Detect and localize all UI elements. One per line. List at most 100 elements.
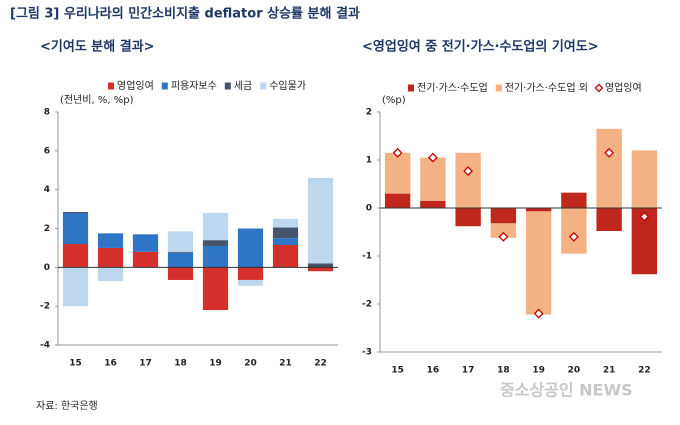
y-axis-label: (전년비, %, %p) xyxy=(60,94,134,106)
legend-marker xyxy=(260,82,267,90)
marker xyxy=(568,231,579,242)
bar xyxy=(237,267,264,280)
legend-marker xyxy=(408,84,414,92)
bar xyxy=(596,128,622,208)
y-tick-label: 1 xyxy=(366,156,372,166)
marker xyxy=(533,308,544,319)
bar xyxy=(97,233,124,248)
bar xyxy=(62,267,89,307)
x-tick-label: 19 xyxy=(532,366,545,376)
bar xyxy=(525,211,552,315)
y-tick-label: 0 xyxy=(366,204,372,214)
x-tick-label: 17 xyxy=(462,366,475,376)
bar xyxy=(307,178,334,264)
marker xyxy=(639,211,650,222)
marker xyxy=(392,147,403,158)
legend-marker xyxy=(224,82,231,90)
legend-label: 전기·가스·수도업 xyxy=(417,81,488,94)
bar xyxy=(202,212,229,241)
bar xyxy=(420,200,446,208)
y-tick-label: 2 xyxy=(44,224,50,234)
y-tick-label: 2 xyxy=(366,108,372,118)
bar xyxy=(167,251,194,253)
x-tick-label: 19 xyxy=(209,359,222,369)
bar xyxy=(167,252,194,268)
x-tick-label: 17 xyxy=(139,359,152,369)
marker xyxy=(463,166,474,176)
bar xyxy=(237,228,264,268)
x-tick-label: 16 xyxy=(427,366,440,376)
y-tick-label: -2 xyxy=(40,302,50,312)
y-tick-label: -4 xyxy=(40,341,50,351)
bar xyxy=(455,152,481,208)
source: 자료: 한국은행 xyxy=(36,400,98,412)
legend-label: 전기·가스·수도업 외 xyxy=(505,81,588,94)
legend-marker xyxy=(108,82,114,90)
bar xyxy=(272,227,299,239)
y-axis-label: (%p) xyxy=(382,95,406,106)
y-tick-label: -3 xyxy=(362,348,372,358)
x-tick-label: 22 xyxy=(314,359,327,369)
chart-title: [그림 3] 우리나라의 민간소비지출 deflator 상승률 분해 결과 xyxy=(10,6,360,22)
legend-label: 피용자보수 xyxy=(171,80,217,92)
bar xyxy=(384,152,411,194)
x-tick-label: 22 xyxy=(638,366,651,376)
x-tick-label: 15 xyxy=(391,366,404,376)
bar xyxy=(561,192,587,208)
bar xyxy=(202,245,229,268)
bar xyxy=(272,245,299,268)
x-tick-label: 21 xyxy=(603,366,616,376)
legend-marker xyxy=(495,84,502,92)
bar xyxy=(202,240,229,246)
y-tick-label: -2 xyxy=(362,300,372,310)
bar xyxy=(272,218,299,228)
y-tick-label: -1 xyxy=(362,252,372,262)
legend-label: 영업잉여 xyxy=(605,81,642,94)
bar xyxy=(490,223,517,238)
x-tick-label: 21 xyxy=(279,359,292,369)
bar xyxy=(420,157,446,201)
bar xyxy=(167,267,194,280)
bar xyxy=(97,267,124,281)
x-tick-label: 20 xyxy=(568,366,581,376)
legend-label: 세금 xyxy=(234,80,252,92)
legend-marker xyxy=(594,83,604,93)
legend-label: 수입물가 xyxy=(269,79,306,92)
bar xyxy=(525,208,552,212)
bar xyxy=(62,244,89,268)
y-tick-label: 0 xyxy=(44,263,50,273)
marker xyxy=(498,231,509,242)
bar xyxy=(202,267,229,311)
bar xyxy=(561,208,587,254)
y-tick-label: 6 xyxy=(44,146,50,156)
bar xyxy=(307,263,334,268)
bar xyxy=(455,208,481,227)
bar xyxy=(167,231,194,252)
bar xyxy=(272,238,299,246)
x-tick-label: 18 xyxy=(497,366,510,376)
bar xyxy=(97,247,124,268)
marker xyxy=(427,152,438,163)
x-tick-label: 16 xyxy=(104,359,117,369)
x-tick-label: 20 xyxy=(244,359,257,369)
subtitle: <영업잉여 중 전기·가스·수도업의 기여도> xyxy=(362,39,599,55)
bar xyxy=(62,212,89,245)
bar xyxy=(132,251,159,268)
bar xyxy=(490,208,517,224)
subtitle: <기여도 분해 결과> xyxy=(40,39,155,55)
bar xyxy=(132,234,159,252)
y-tick-label: 8 xyxy=(44,108,50,118)
y-tick-label: 4 xyxy=(44,185,50,195)
marker xyxy=(604,147,615,158)
bar xyxy=(596,208,622,232)
x-tick-label: 15 xyxy=(69,359,82,369)
watermark: 중소상공인 NEWS xyxy=(500,381,633,400)
bar xyxy=(237,279,264,286)
bar xyxy=(307,267,334,272)
bar xyxy=(62,211,89,213)
bar xyxy=(631,150,658,208)
x-tick-label: 18 xyxy=(174,359,187,369)
legend-label: 영업잉여 xyxy=(117,79,154,92)
legend-marker xyxy=(161,82,168,90)
